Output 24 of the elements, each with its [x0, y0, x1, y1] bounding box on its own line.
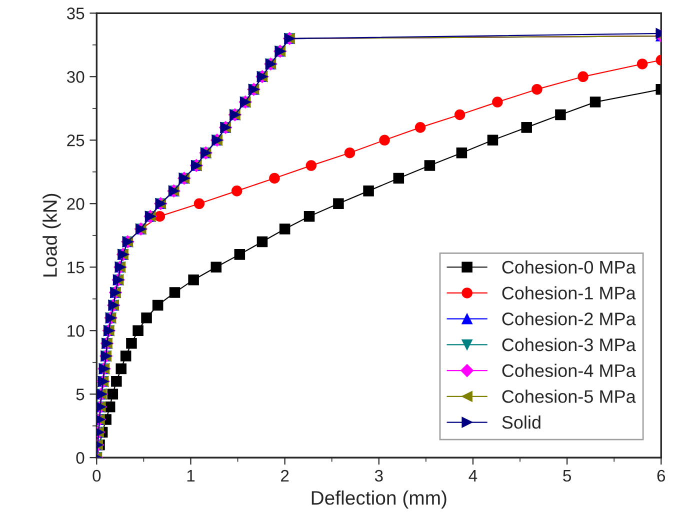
y-tick-label: 10 [68, 325, 84, 337]
x-tick-label: 1 [187, 470, 195, 482]
x-tick-label: 2 [281, 470, 289, 482]
x-tick-label: 3 [374, 470, 383, 482]
legend-label: Cohesion-0 MPa [502, 260, 636, 274]
x-tick-label: 0 [92, 470, 101, 482]
y-tick-label: 30 [66, 71, 84, 83]
legend-label: Cohesion-2 MPa [502, 312, 636, 326]
y-tick-label: 25 [67, 134, 84, 146]
y-tick-label: 5 [76, 388, 84, 400]
y-tick-label: 35 [66, 8, 84, 20]
y-tick-label: 15 [68, 262, 84, 274]
x-tick-label: 4 [468, 470, 478, 482]
legend-label: Solid [502, 416, 540, 429]
x-tick-label: 5 [563, 470, 571, 482]
legend-label: Cohesion-4 MPa [502, 364, 636, 378]
y-axis-title: Load (kN) [42, 194, 61, 276]
x-axis-title: Deflection (mm) [312, 490, 446, 509]
y-tick-label: 0 [76, 452, 84, 464]
y-tick-label: 20 [67, 198, 84, 210]
legend-label: Cohesion-3 MPa [502, 338, 636, 352]
legend-label: Cohesion-1 MPa [502, 286, 636, 300]
x-tick-label: 6 [657, 470, 666, 482]
legend-label: Cohesion-5 MPa [502, 390, 636, 403]
